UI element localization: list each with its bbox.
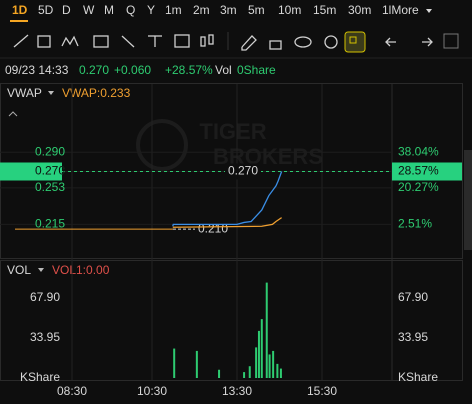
volume-bar [276,363,279,378]
tab[interactable]: 5D [38,3,54,17]
price: 0.270 [79,63,109,77]
volume-bar [265,282,268,378]
y-tick-label: KShare [20,370,60,384]
magnet-icon [349,36,357,44]
tab[interactable]: 1m [165,3,182,17]
tab[interactable]: Y [147,3,155,17]
y2-tick-label: 38.04% [398,144,439,158]
indicator-value: VOL1:0.00 [52,263,110,277]
tab[interactable]: 2m [193,3,210,17]
channel-tool[interactable] [93,35,109,48]
delete-tool[interactable] [324,35,338,49]
last-price-label: 0.270 [35,164,65,178]
prev-close-label: 0.210 [198,221,228,235]
scrollbar[interactable] [464,150,472,250]
rect-tool[interactable] [37,35,51,48]
redo[interactable] [422,37,433,47]
indicator: VWAP [7,86,42,100]
volume-bar [243,372,246,378]
indicator-value: VWAP:0.233 [62,86,131,100]
dropdown[interactable] [38,268,44,272]
x-tick-label: 10:30 [137,384,167,398]
y-tick-label: 0.253 [35,180,65,194]
y2-tick-label: 20.27% [398,180,439,194]
dropdown[interactable] [48,91,54,95]
y2-tick-label: KShare [398,370,438,384]
volume-bar [218,369,221,378]
tab[interactable]: Q [126,3,135,17]
x-tick-label: 15:30 [307,384,337,398]
y-tick-label: 67.90 [30,290,60,304]
tab[interactable]: 1D [12,3,28,17]
volume-bar [272,350,275,378]
volume-bar [248,366,251,378]
trend-line-tool[interactable] [13,34,29,48]
last-pct-label: 28.57% [398,164,439,178]
tab[interactable]: 10m [278,3,301,17]
change-pct: +28.57% [165,63,213,77]
line-series [172,217,282,228]
volume-bar [257,330,260,378]
tab[interactable]: 5m [248,3,265,17]
candle-tool[interactable] [200,36,206,47]
last-pct-box [392,162,462,181]
x-tick-label: 13:30 [222,384,252,398]
eye-tool[interactable] [294,36,312,48]
x-tick-label: 08:30 [57,384,87,398]
wave-tool[interactable] [61,35,79,47]
watermark: TIGER [199,119,266,144]
volume-bar [255,347,258,378]
volume-bar [195,350,198,378]
y2-tick-label: 33.95 [398,330,428,344]
arrow-tool[interactable] [121,35,135,48]
more-tools[interactable] [443,33,459,49]
undo[interactable] [385,37,396,47]
y-tick-label: 0.215 [35,217,65,231]
tab[interactable]: M [104,3,114,17]
tab[interactable]: W [83,3,95,17]
toolbar [13,31,459,53]
vol-label: Vol [215,63,232,77]
y-tick-label: 0.290 [35,144,65,158]
tab[interactable]: 30m [348,3,371,17]
last-price-box [0,162,62,181]
y2-tick-label: 67.90 [398,290,428,304]
pen-tool[interactable] [241,35,257,51]
volume-panel [0,260,463,381]
volume-bar [279,368,282,378]
change: +0.060 [114,63,151,77]
tab[interactable]: 15m [313,3,336,17]
line-series [172,171,283,227]
y-tick-label: 33.95 [30,330,60,344]
price-callout-bg [225,163,261,180]
magnet-tool[interactable] [344,31,366,53]
tab-dropdown[interactable] [426,9,432,13]
collapse[interactable] [8,111,18,117]
lock-tool[interactable] [269,40,282,50]
y2-tick-label: 2.51% [398,217,432,231]
volume-bar [173,348,176,378]
indicator: VOL [7,263,31,277]
watermark-logo [136,119,188,171]
text-tool[interactable] [174,34,190,48]
candle-tool-2 [208,34,214,45]
volume: 0Share [237,63,276,77]
tab[interactable]: 3m [220,3,237,17]
date: 09/23 14:33 [5,63,69,77]
volume-bar [260,319,263,378]
volume-bar [268,354,271,378]
price-callout: 0.270 [228,164,258,178]
tab[interactable]: D [62,3,71,17]
tab[interactable]: 1lMore [382,3,419,17]
